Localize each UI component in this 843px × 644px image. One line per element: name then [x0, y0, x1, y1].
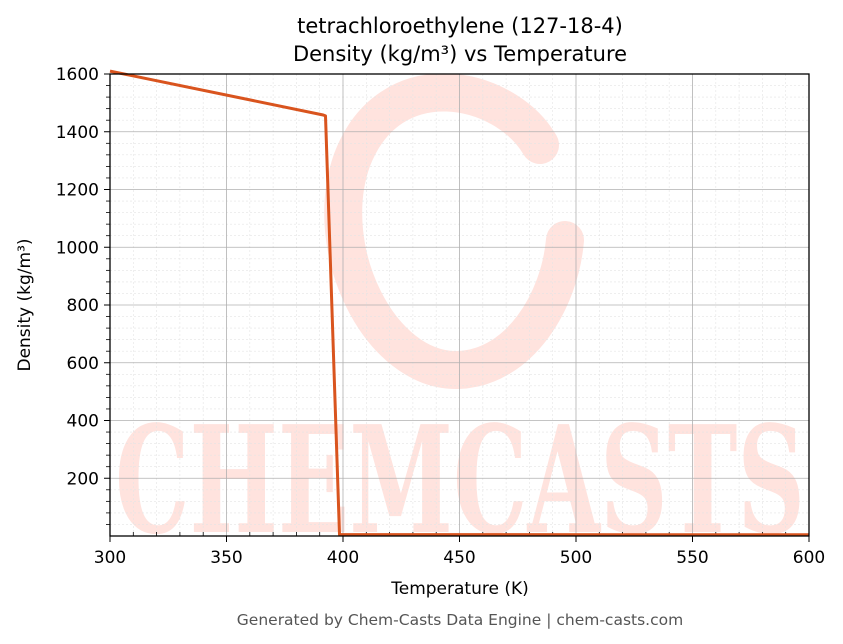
x-axis-label: Temperature (K)	[390, 579, 529, 599]
y-tick-label: 800	[67, 296, 99, 316]
x-tick-labels: 300 350 400 450 500 550 600	[94, 548, 825, 568]
x-tick-label: 350	[210, 548, 242, 568]
x-tick-label: 500	[560, 548, 592, 568]
x-tick-label: 300	[94, 548, 126, 568]
y-tick-label: 400	[67, 412, 99, 432]
x-tick-label: 550	[676, 548, 708, 568]
chart-subtitle: Density (kg/m³) vs Temperature	[293, 42, 627, 66]
y-tick-label: 1600	[56, 65, 99, 85]
footer-credit: Generated by Chem-Casts Data Engine | ch…	[237, 611, 683, 629]
y-tick-labels: 200 400 600 800 1000 1200 1400 1600	[56, 65, 99, 489]
watermark-logo-icon	[324, 73, 584, 390]
y-tick-label: 600	[67, 354, 99, 374]
x-tick-label: 600	[793, 548, 825, 568]
x-tick-label: 450	[443, 548, 475, 568]
series-layer	[109, 69, 810, 537]
y-tick-label: 1200	[56, 181, 99, 201]
chart-title: tetrachloroethylene (127-18-4)	[297, 14, 623, 38]
y-tick-label: 1000	[56, 238, 99, 258]
y-tick-label: 200	[67, 469, 99, 489]
series-line	[109, 69, 810, 537]
watermark: CHEMCASTS	[115, 73, 805, 567]
y-tick-label: 1400	[56, 123, 99, 143]
y-axis-label: Density (kg/m³)	[15, 238, 35, 371]
x-tick-label: 400	[327, 548, 359, 568]
plot-frame	[109, 73, 810, 537]
